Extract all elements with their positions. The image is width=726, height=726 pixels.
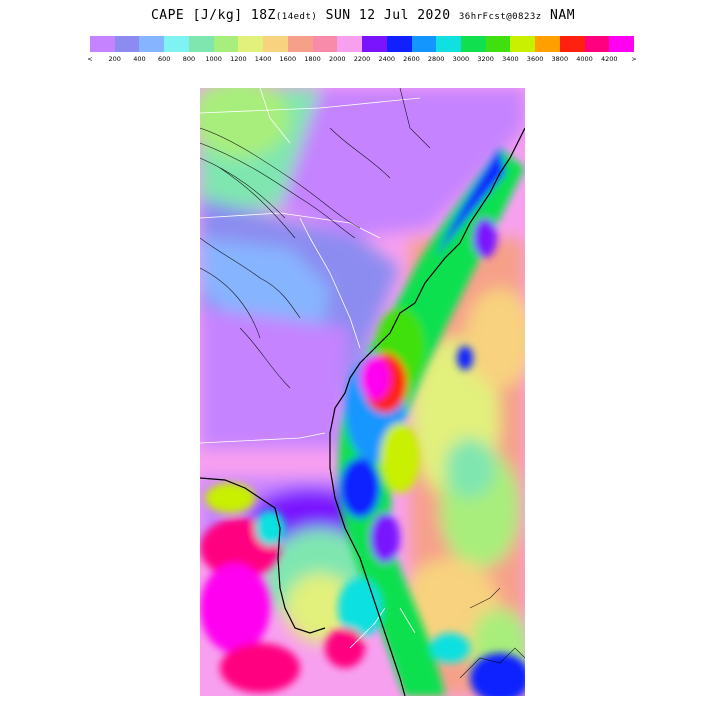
colorbar-segment [584, 36, 610, 52]
colorbar-segment [337, 36, 363, 52]
colorbar-tick-label: > [631, 55, 637, 63]
map-title: CAPE [J/kg] 18Z(14edt) SUN 12 Jul 2020 3… [0, 8, 726, 23]
cape-map [200, 88, 525, 696]
colorbar-tick-label: 2000 [328, 55, 346, 63]
colorbar-segment [559, 36, 585, 52]
colorbar-tick-label: 3800 [551, 55, 569, 63]
colorbar-tick-label: < [87, 55, 93, 63]
colorbar-segment [164, 36, 189, 52]
colorbar-segment [609, 36, 635, 52]
colorbar-tick-label: 800 [182, 55, 196, 63]
colorbar-segment [362, 36, 387, 52]
colorbar-tick-label: 3200 [477, 55, 494, 63]
colorbar-tick-label: 1400 [254, 55, 272, 63]
colorbar-segment [139, 36, 165, 52]
title-local-time: (14edt) [275, 12, 318, 22]
colorbar-tick-label: 3000 [452, 55, 470, 63]
colorbar-segment [461, 36, 486, 52]
colorbar-segment [312, 36, 338, 52]
colorbar-tick-label: 3600 [526, 55, 544, 63]
colorbar-segment [535, 36, 560, 52]
colorbar-segment [510, 36, 536, 52]
colorbar-segment [238, 36, 264, 52]
colorbar-tick-label: 2600 [403, 55, 420, 63]
colorbar-tick-label: 2800 [427, 55, 445, 63]
colorbar-tick-label: 3400 [502, 55, 519, 63]
title-date: SUN 12 Jul 2020 [325, 8, 451, 23]
colorbar-tick-label: 1000 [205, 55, 222, 63]
colorbar-segment [90, 36, 115, 52]
colorbar-tick-label: 1200 [230, 55, 247, 63]
state-borders [200, 88, 421, 649]
title-model: NAM [550, 8, 576, 23]
colorbar-segment [411, 36, 437, 52]
colorbar [90, 36, 635, 52]
colorbar-tick-label: 2200 [353, 55, 371, 63]
colorbar-tick-label: 400 [133, 55, 146, 63]
colorbar-segment [436, 36, 462, 52]
colorbar-tick-label: 4200 [600, 55, 618, 63]
colorbar-tick-label: 1800 [304, 55, 321, 63]
colorbar-segment [485, 36, 511, 52]
colorbar-segment [263, 36, 288, 52]
colorbar-tick-label: 600 [157, 55, 171, 63]
colorbar-tick-label: 2400 [378, 55, 395, 63]
colorbar-tick-label: 1600 [279, 55, 297, 63]
colorbar-segment [114, 36, 140, 52]
colorbar-labels: <200 400 600 800 1000 1200 1400 1600 1800 2000 220… [87, 55, 637, 65]
colorbar-segment [386, 36, 412, 52]
colorbar-segment [213, 36, 239, 52]
contour-lines [200, 88, 525, 679]
colorbar-segment [287, 36, 313, 52]
colorbar-tick-label: 200 [108, 55, 121, 63]
title-forecast: 36hrFcst@0823z [458, 12, 542, 22]
colorbar-tick-label: 4000 [576, 55, 593, 63]
colorbar-segment [188, 36, 214, 52]
coastline [200, 127, 525, 696]
title-field: CAPE [J/kg] 18Z [150, 8, 276, 23]
